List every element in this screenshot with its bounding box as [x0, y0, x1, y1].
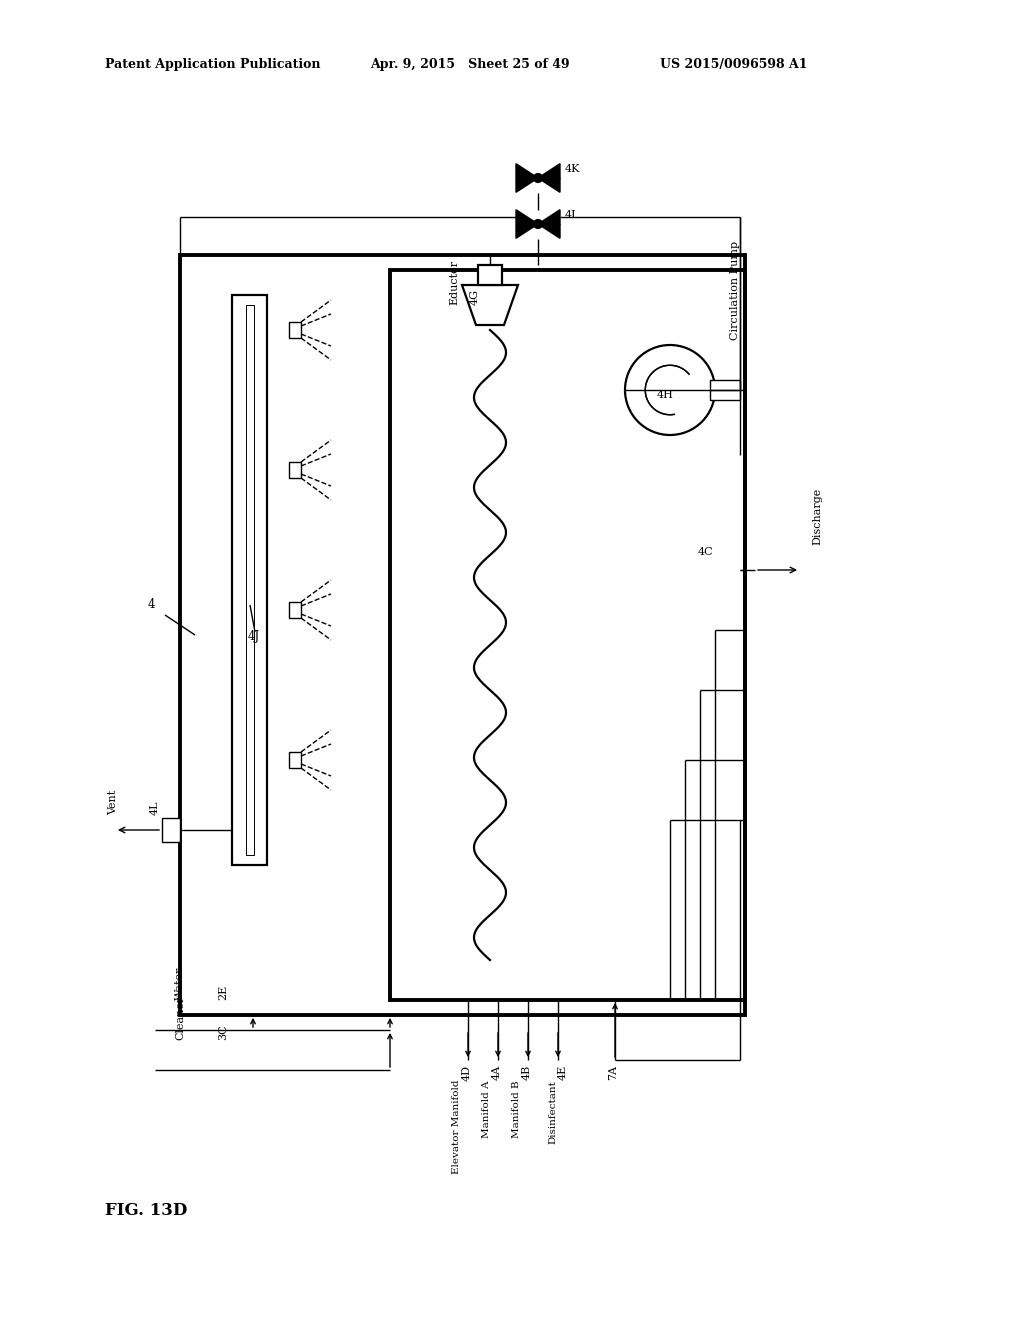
Text: Circulation Pump: Circulation Pump	[730, 240, 740, 341]
Bar	[246, 305, 254, 855]
Text: Cleaner: Cleaner	[175, 995, 185, 1040]
Polygon shape	[462, 285, 518, 325]
Bar	[162, 818, 180, 842]
Polygon shape	[516, 210, 538, 239]
Text: Patent Application Publication: Patent Application Publication	[105, 58, 321, 71]
Bar	[289, 322, 301, 338]
Polygon shape	[538, 210, 560, 239]
Bar	[232, 294, 267, 865]
Text: Disinfectant: Disinfectant	[548, 1080, 557, 1144]
Text: 4H: 4H	[656, 389, 674, 400]
Text: 4A: 4A	[492, 1065, 502, 1080]
Text: 4I: 4I	[565, 210, 577, 220]
Bar	[478, 265, 502, 285]
Text: Water: Water	[175, 966, 185, 1001]
Text: 3C: 3C	[218, 1024, 228, 1040]
Text: 4C: 4C	[698, 546, 714, 557]
Text: 4J: 4J	[248, 630, 260, 643]
Text: Apr. 9, 2015   Sheet 25 of 49: Apr. 9, 2015 Sheet 25 of 49	[370, 58, 569, 71]
Text: 4: 4	[148, 598, 156, 611]
Text: 4B: 4B	[522, 1065, 532, 1080]
Polygon shape	[538, 164, 560, 193]
Circle shape	[534, 219, 543, 228]
Text: Eductor: Eductor	[449, 260, 459, 305]
Text: 4G: 4G	[470, 289, 480, 305]
Bar	[289, 602, 301, 618]
Bar	[390, 271, 745, 1001]
Text: Manifold A: Manifold A	[482, 1080, 490, 1138]
Text: 4K: 4K	[565, 164, 581, 174]
Bar	[710, 380, 740, 400]
Text: US 2015/0096598 A1: US 2015/0096598 A1	[660, 58, 808, 71]
Text: Elevator Manifold: Elevator Manifold	[452, 1080, 461, 1175]
Circle shape	[534, 174, 543, 182]
Text: Manifold B: Manifold B	[512, 1080, 521, 1138]
Text: 4L: 4L	[150, 800, 160, 814]
Circle shape	[625, 345, 715, 436]
Text: 7A: 7A	[608, 1065, 618, 1080]
Text: 4D: 4D	[462, 1065, 472, 1081]
Text: 4E: 4E	[558, 1065, 568, 1080]
Text: Vent: Vent	[108, 789, 118, 814]
Bar	[289, 752, 301, 768]
Bar	[289, 462, 301, 478]
Text: Discharge: Discharge	[812, 488, 822, 545]
Bar	[180, 255, 745, 1015]
Polygon shape	[516, 164, 538, 193]
Text: 2E: 2E	[218, 985, 228, 1001]
Text: FIG. 13D: FIG. 13D	[105, 1203, 187, 1218]
